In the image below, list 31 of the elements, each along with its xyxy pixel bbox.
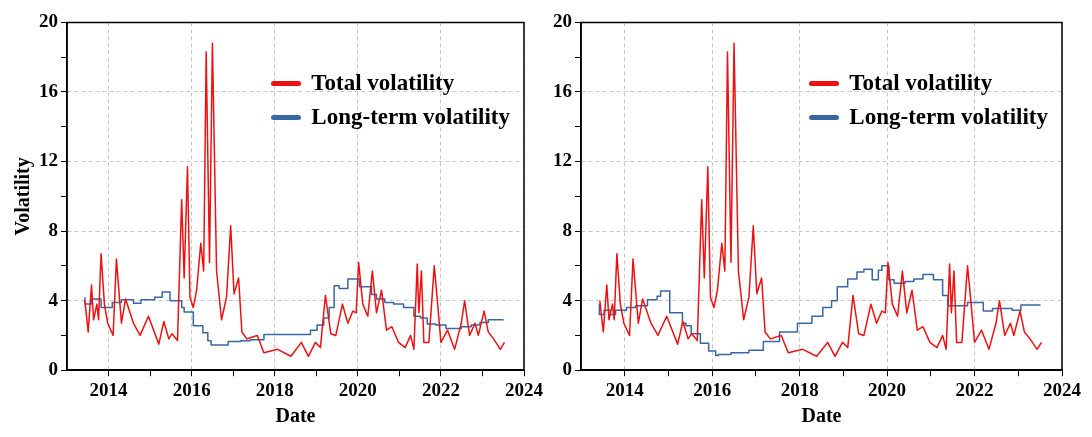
x-tick-label: 2024 (505, 378, 544, 400)
y-tick-label: 16 (39, 79, 58, 101)
legend-label: Long-term volatility (849, 104, 1048, 130)
legend-label: Long-term volatility (311, 104, 510, 130)
legend-label: Total volatility (311, 70, 455, 96)
x-tick-label: 2018 (255, 378, 294, 400)
x-tick-label: 2024 (1043, 378, 1082, 400)
x-tick-label: 2014 (89, 378, 129, 400)
y-tick-label: 16 (553, 79, 572, 101)
x-tick-label: 2022 (421, 378, 460, 400)
y-tick-label: 0 (48, 358, 58, 380)
y-tick-label: 4 (48, 288, 59, 310)
x-tick-label: 2018 (780, 378, 819, 400)
x-tick-label: 2022 (955, 378, 994, 400)
x-axis-title: Date (801, 404, 842, 427)
y-tick-label: 12 (39, 149, 58, 171)
y-axis-title: Volatility (11, 157, 35, 236)
y-tick-label: 8 (562, 218, 572, 240)
y-tick-label: 0 (562, 358, 572, 380)
y-tick-label: 8 (48, 218, 58, 240)
y-tick-label: 20 (39, 10, 58, 32)
y-tick-label: 12 (553, 149, 572, 171)
x-axis-title: Date (275, 404, 316, 427)
x-tick-label: 2020 (338, 378, 377, 400)
x-tick-label: 2016 (172, 378, 211, 400)
legend-label: Total volatility (849, 70, 993, 96)
x-tick-label: 2016 (693, 378, 732, 400)
x-tick-label: 2014 (605, 378, 645, 400)
y-tick-label: 4 (562, 288, 573, 310)
y-tick-label: 20 (553, 10, 572, 32)
x-tick-label: 2020 (868, 378, 907, 400)
